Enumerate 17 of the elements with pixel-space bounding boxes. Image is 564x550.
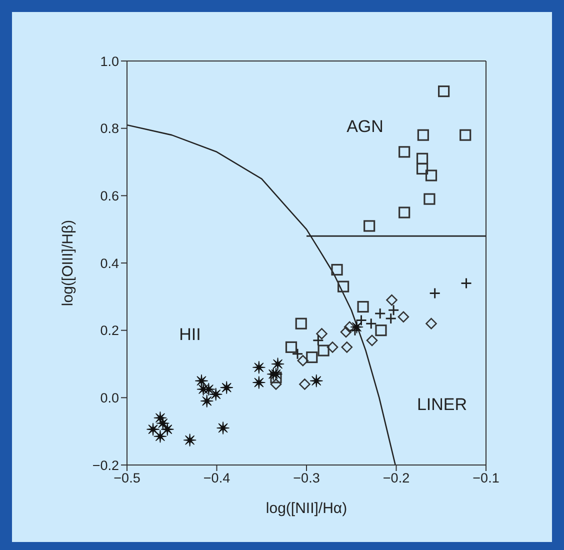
y-tick-label: 0.2 [100, 323, 119, 338]
y-tick-label: −0.2 [92, 458, 119, 473]
x-tick-label: −0.2 [382, 470, 410, 486]
x-tick-label: −0.4 [203, 470, 231, 486]
y-tick-label: 0.0 [100, 390, 119, 406]
x-axis-title: log([NII]/Hα) [266, 500, 348, 517]
annotation: HII [179, 325, 201, 345]
x-tick-label: −0.1 [472, 470, 500, 486]
y-tick-label: 1.0 [100, 54, 119, 69]
x-tick-label: −0.5 [114, 470, 140, 486]
annotation: AGN [346, 117, 384, 137]
x-tick-label: −0.3 [293, 470, 320, 486]
y-tick-label: 0.4 [100, 256, 120, 271]
y-axis-title: log([OIII]/Hβ) [59, 220, 76, 306]
y-tick-label: 0.6 [100, 188, 119, 204]
annotation: LINER [416, 395, 468, 415]
y-tick-label: 0.8 [100, 121, 119, 136]
